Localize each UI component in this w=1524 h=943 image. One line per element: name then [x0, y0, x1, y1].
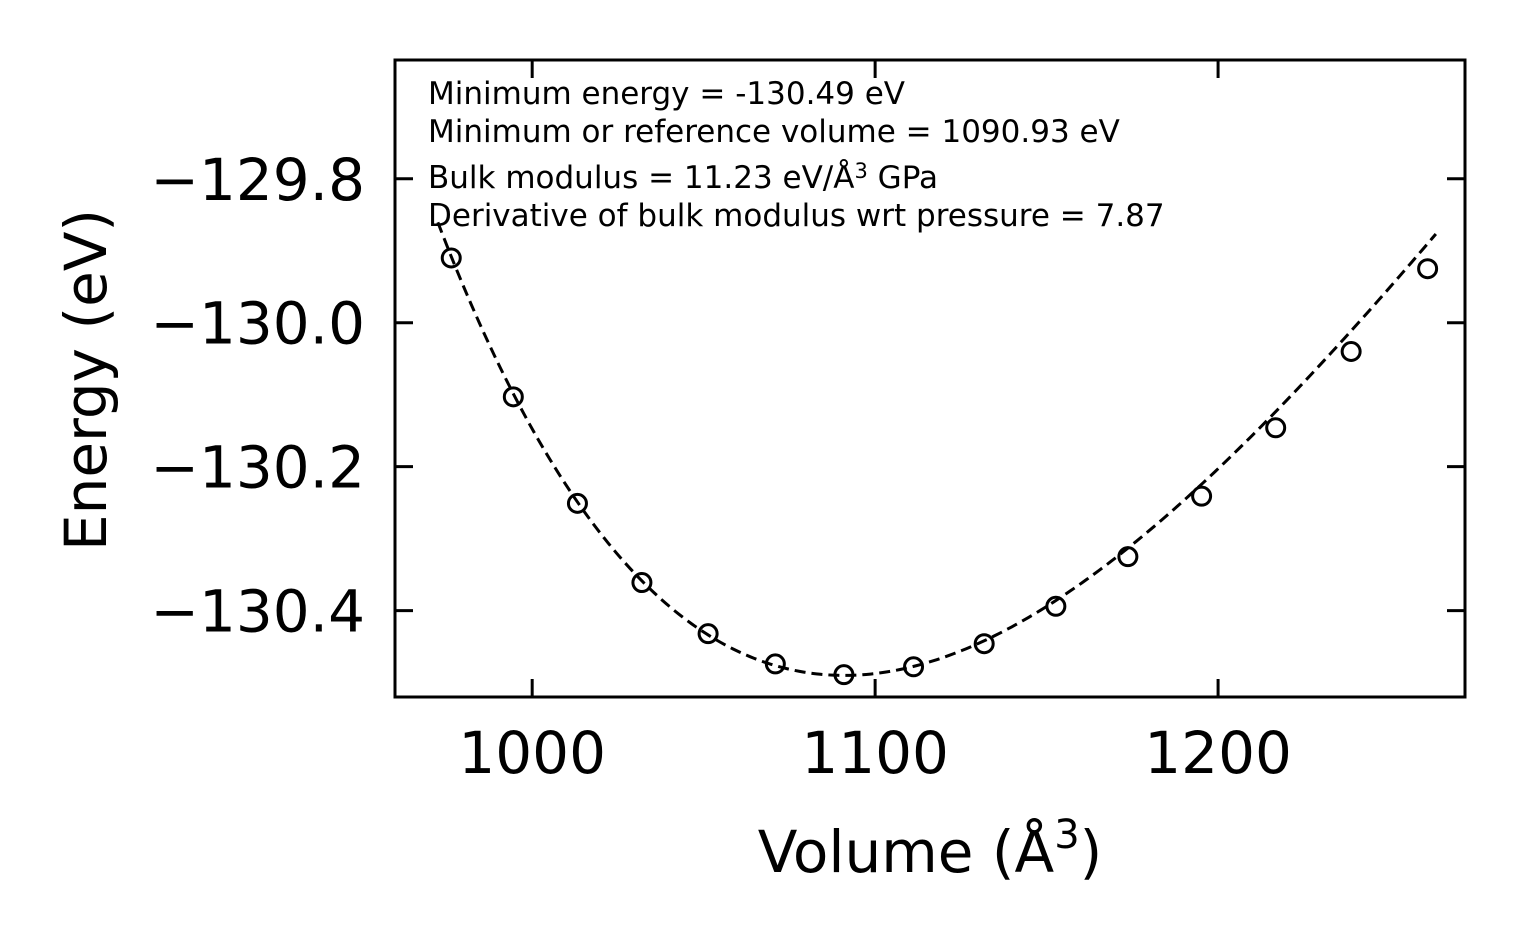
y-tick-labels: −129.8 −130.0 −130.2 −130.4 [150, 146, 365, 646]
x-axis-label: Volume (Å3) [758, 812, 1103, 886]
data-point [1045, 595, 1067, 617]
ticks-layer [395, 60, 1465, 697]
annotation-bulk-modulus-sup: 3 [854, 159, 867, 183]
annotation-bulk-modulus: Bulk modulus = 11.23 eV/Å3 GPa [428, 159, 938, 196]
data-point [1417, 258, 1439, 280]
data-point [631, 572, 653, 594]
annotation-bulk-modulus-text: Bulk modulus = 11.23 eV/Å [428, 160, 854, 196]
y-tick-label: −130.4 [150, 578, 365, 646]
y-axis-label: Energy (eV) [52, 209, 120, 551]
y-tick-label: −130.2 [150, 434, 365, 502]
data-point [440, 247, 462, 269]
data-points-layer [440, 247, 1439, 686]
annotation-bulk-modulus-suffix: GPa [868, 160, 938, 196]
data-point [566, 492, 588, 514]
data-point [764, 653, 786, 675]
x-tick-label: 1100 [801, 719, 949, 787]
data-point [1191, 485, 1213, 507]
annotation-bulk-modulus-derivative: Derivative of bulk modulus wrt pressure … [428, 198, 1165, 234]
x-tick-labels: 1000 1100 1200 [458, 719, 1292, 787]
data-point [697, 623, 719, 645]
fit-curve-layer [436, 221, 1437, 677]
annotation-min-volume: Minimum or reference volume = 1090.93 eV [428, 114, 1120, 150]
x-axis-label-text: Volume (Å [758, 817, 1055, 886]
y-tick-label: −130.0 [150, 290, 365, 358]
data-point [1117, 546, 1139, 568]
data-point [1265, 417, 1287, 439]
fit-curve [436, 221, 1437, 677]
annotations: Minimum energy = -130.49 eV Minimum or r… [428, 76, 1165, 234]
data-point [833, 664, 855, 686]
data-point [973, 633, 995, 655]
x-tick-label: 1000 [458, 719, 606, 787]
data-point [502, 386, 524, 408]
data-point [1340, 341, 1362, 363]
y-tick-label: −129.8 [150, 146, 365, 214]
x-axis-label-end: ) [1080, 818, 1103, 886]
plot-frame [393, 58, 1467, 699]
x-tick-label: 1200 [1144, 719, 1292, 787]
x-axis-label-sup: 3 [1054, 812, 1079, 858]
annotation-min-energy: Minimum energy = -130.49 eV [428, 76, 905, 112]
data-point [903, 656, 925, 678]
